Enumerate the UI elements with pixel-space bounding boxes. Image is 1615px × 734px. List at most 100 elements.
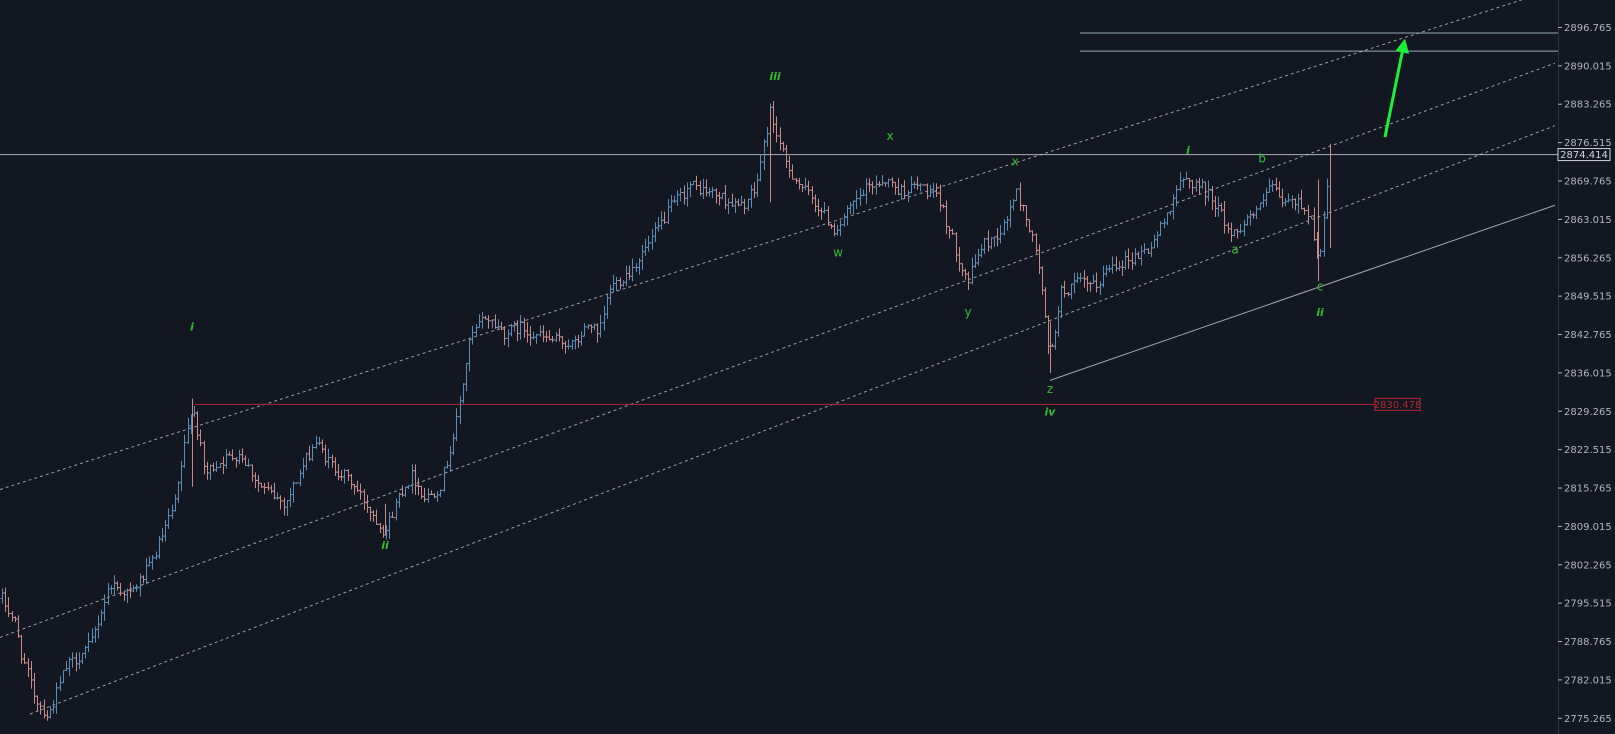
wave-label-iv: iv [1045,406,1057,419]
ohlc-bar [518,315,523,340]
channel-upper-line [0,0,1524,490]
ohlc-bar [1238,223,1243,234]
ohlc-bar [774,116,779,143]
ohlc-bar [598,314,603,338]
ohlc-bar [742,198,747,215]
price-axis-label: 2896.765 [1564,23,1612,34]
ohlc-bar [70,652,75,668]
ohlc-bar [198,429,203,447]
ohlc-bar [614,276,619,292]
ohlc-bar [1062,280,1067,298]
wave-label-z: z [1047,382,1053,396]
wave-label-c: c [1317,280,1324,294]
ohlc-bar [870,181,875,195]
price-bars [0,101,1331,721]
ohlc-bar [1174,185,1179,207]
price-axis-label: 2829.265 [1564,407,1612,418]
price-axis-label: 2842.765 [1564,330,1612,341]
ohlc-bar [406,485,411,490]
ohlc-bar [758,154,763,182]
target-arrow-shaft [1383,46,1405,138]
wave-label-y: y [964,305,971,319]
ohlc-bar [230,449,235,461]
ohlc-bar [790,164,795,180]
ohlc-bar [1254,205,1259,219]
ohlc-bar [1190,179,1195,195]
ohlc-bar [182,434,187,468]
wave-label-x: x [1011,154,1018,168]
ohlc-bar [918,183,923,192]
wave-4-support-line [1049,204,1556,381]
target-arrow-head [1395,38,1410,54]
ohlc-bar [150,555,155,570]
wave-label-a: a [1231,243,1238,257]
channel-lower-line [29,125,1556,715]
price-axis-label: 2775.265 [1564,714,1612,725]
ohlc-bar [710,186,715,198]
ohlc-bar [54,682,59,714]
ohlc-bar [6,597,11,618]
ohlc-bar [1302,207,1307,215]
wave-label-i: i [1186,144,1190,157]
ohlc-bar [886,178,891,188]
price-axis[interactable]: 2896.765 2890.015 2883.265 2876.515 2869.765… [1558,0,1612,734]
ohlc-bar [262,483,267,494]
ohlc-bar [118,582,123,596]
ohlc-bar [1286,193,1291,203]
price-axis-label: 2890.015 [1564,61,1612,72]
ohlc-bar [902,180,907,199]
ohlc-bar [1110,256,1115,274]
ohlc-bar [934,183,939,198]
ohlc-bar [22,653,27,665]
ohlc-bar [342,468,347,484]
ohlc-bar [166,508,171,529]
wave-label-iii: iii [769,70,781,83]
ohlc-bar [1222,200,1227,234]
price-axis-label: 2856.265 [1564,253,1612,264]
ohlc-bar [422,487,427,503]
price-axis-label: 2822.515 [1564,445,1612,456]
wave-label-ii: ii [1316,306,1324,319]
ohlc-bar [678,187,683,202]
price-axis-label: 2849.515 [1564,292,1612,303]
price-axis-label: 2815.765 [1564,484,1612,495]
ohlc-bar [806,180,811,196]
ohlc-bar [566,339,571,350]
ohlc-bar [950,228,955,235]
wave-label-ii: ii [381,539,389,552]
ohlc-bar [694,175,699,191]
price-axis-label: 2802.265 [1564,560,1612,571]
ohlc-bar [582,323,587,337]
ohlc-bar [102,594,107,621]
price-axis-label: 2809.015 [1564,522,1612,533]
price-axis-label: 2795.515 [1564,599,1612,610]
ohlc-bar [214,461,219,472]
ohlc-bar [438,489,443,498]
price-axis-label: 2863.015 [1564,215,1612,226]
wave-label-w: w [833,245,843,259]
ohlc-bar [662,211,667,224]
ohlc-bar [374,509,379,525]
ohlc-bar [630,258,635,282]
ohlc-bar [246,458,251,467]
ohlc-bar [838,220,843,237]
ohlc-bar [390,511,395,519]
ohlc-bar [38,701,43,715]
price-tags: 2874.414 2830.478 [1374,148,1611,411]
ohlc-bar [454,408,459,442]
wave-i-level-tag-text: 2830.478 [1374,400,1422,411]
price-axis-label: 2876.515 [1564,138,1612,149]
price-axis-label: 2836.015 [1564,368,1612,379]
ohlc-bar [646,235,651,252]
ohlc-bar [550,335,555,343]
ohlc-bar [358,483,363,500]
wave-label-i: i [190,320,194,333]
price-axis-label: 2788.765 [1564,637,1612,648]
price-axis-label: 2883.265 [1564,100,1612,111]
ohlc-bar [134,584,139,592]
ohlc-bar [1158,221,1163,236]
price-axis-label: 2782.015 [1564,675,1612,686]
ohlc-bar [1030,230,1035,242]
